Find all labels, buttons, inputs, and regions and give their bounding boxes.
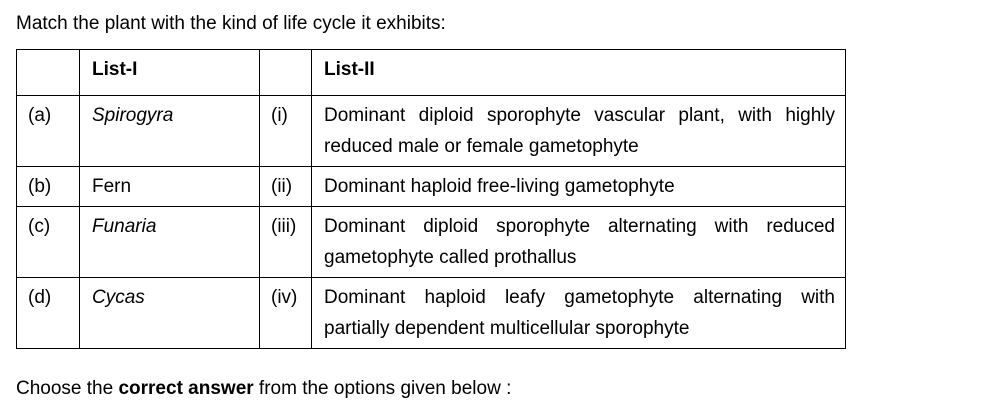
row-iii-index: (iii) [259, 206, 312, 278]
instruction-prefix: Choose the [16, 378, 119, 399]
row-iv-index: (iv) [259, 277, 312, 349]
instruction-suffix: from the options given below : [253, 378, 512, 399]
row-ii-description: Dominant haploid free-living gametophyte [311, 166, 846, 207]
header-blank-1 [16, 49, 80, 96]
instruction-emphasis: correct answer [118, 378, 254, 399]
header-blank-2 [259, 49, 312, 96]
row-d-plant: Cycas [79, 277, 260, 349]
row-iv-description: Dominant haploid leafy gametophyte alter… [311, 277, 846, 349]
row-iii-description: Dominant diploid sporophyte alternating … [311, 206, 846, 278]
row-c-index: (c) [16, 206, 80, 278]
row-b-plant: Fern [79, 166, 260, 207]
row-d-index: (d) [16, 277, 80, 349]
header-list-1: List-I [79, 49, 260, 96]
table-row: (b) Fern (ii) Dominant haploid free-livi… [16, 166, 846, 207]
table-row: (c) Funaria (iii) Dominant diploid sporo… [16, 206, 846, 278]
question-text: Match the plant with the kind of life cy… [16, 13, 446, 34]
match-table: List-I List-II (a) Spirogyra (i) Dominan… [16, 49, 846, 349]
row-a-index: (a) [16, 95, 80, 167]
table-header-row: List-I List-II [16, 49, 846, 96]
header-list-2: List-II [311, 49, 846, 96]
row-i-description: Dominant diploid sporophyte vascular pla… [311, 95, 846, 167]
table-row: (a) Spirogyra (i) Dominant diploid sporo… [16, 95, 846, 167]
row-i-index: (i) [259, 95, 312, 167]
row-c-plant: Funaria [79, 206, 260, 278]
row-ii-index: (ii) [259, 166, 312, 207]
instruction-text: Choose the correct answer from the optio… [16, 377, 511, 401]
row-a-plant: Spirogyra [79, 95, 260, 167]
table-row: (d) Cycas (iv) Dominant haploid leafy ga… [16, 277, 846, 349]
row-b-index: (b) [16, 166, 80, 207]
